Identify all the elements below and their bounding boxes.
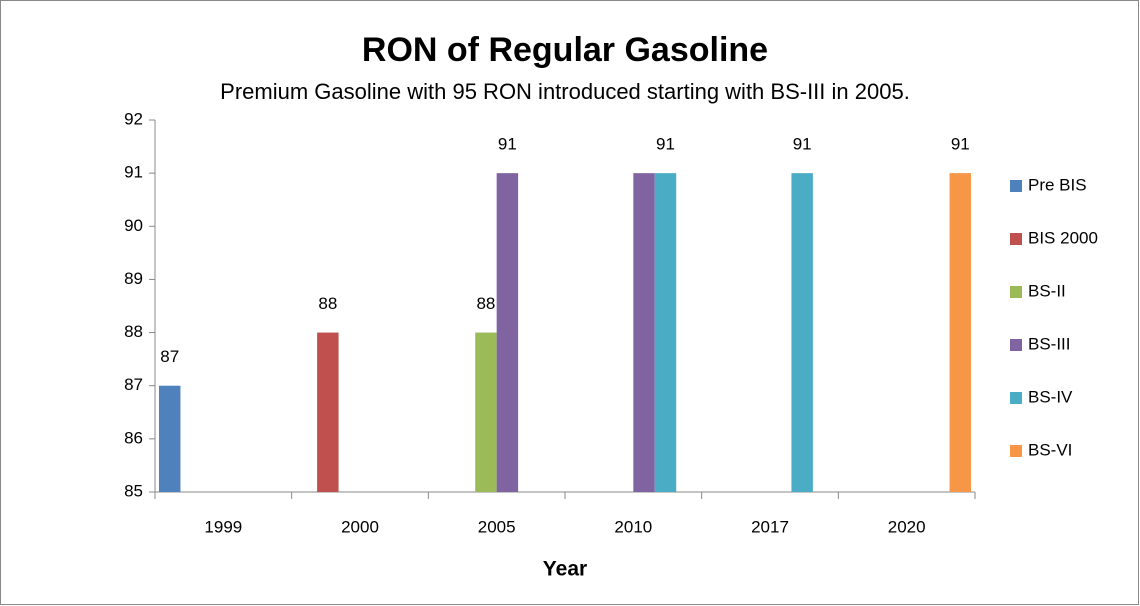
data-label: 88	[318, 294, 337, 313]
legend-label: Pre BIS	[1028, 175, 1087, 194]
y-tick-label: 91	[124, 163, 143, 182]
legend-swatch	[1010, 286, 1022, 298]
bar	[949, 173, 971, 492]
legend-label: BIS 2000	[1028, 228, 1098, 247]
bar	[475, 332, 497, 492]
y-tick-label: 92	[124, 109, 143, 128]
x-tick-label: 2020	[888, 517, 926, 536]
legend-label: BS-II	[1028, 281, 1066, 300]
x-tick-label: 2000	[341, 517, 379, 536]
y-tick-label: 88	[124, 322, 143, 341]
data-label: 91	[793, 135, 812, 154]
legend-swatch	[1010, 180, 1022, 192]
legend-label: BS-IV	[1028, 387, 1073, 406]
y-tick-label: 89	[124, 269, 143, 288]
y-tick-label: 86	[124, 428, 143, 447]
y-tick-label: 87	[124, 375, 143, 394]
legend-label: BS-VI	[1028, 440, 1072, 459]
bar	[654, 173, 677, 492]
data-label: 91	[951, 135, 970, 154]
x-axis-title: Year	[543, 558, 587, 581]
x-tick-label: 1999	[204, 517, 242, 536]
chart-subtitle: Premium Gasoline with 95 RON introduced …	[220, 79, 910, 104]
data-label: 88	[476, 294, 495, 313]
bar	[317, 332, 339, 492]
y-tick-label: 90	[124, 216, 143, 235]
data-label: 91	[498, 135, 517, 154]
x-tick-label: 2005	[478, 517, 516, 536]
data-label: 87	[160, 347, 179, 366]
legend-swatch	[1010, 339, 1022, 351]
x-tick-label: 2010	[614, 517, 652, 536]
legend-swatch	[1010, 445, 1022, 457]
x-tick-label: 2017	[751, 517, 789, 536]
legend-swatch	[1010, 233, 1022, 245]
y-tick-label: 85	[124, 481, 143, 500]
legend-label: BS-III	[1028, 334, 1071, 353]
data-label: 91	[656, 135, 675, 154]
bar	[791, 173, 813, 492]
bar	[159, 385, 181, 492]
bar	[633, 173, 655, 492]
chart-title: RON of Regular Gasoline	[362, 31, 768, 69]
bar	[496, 173, 519, 492]
legend-swatch	[1010, 392, 1022, 404]
